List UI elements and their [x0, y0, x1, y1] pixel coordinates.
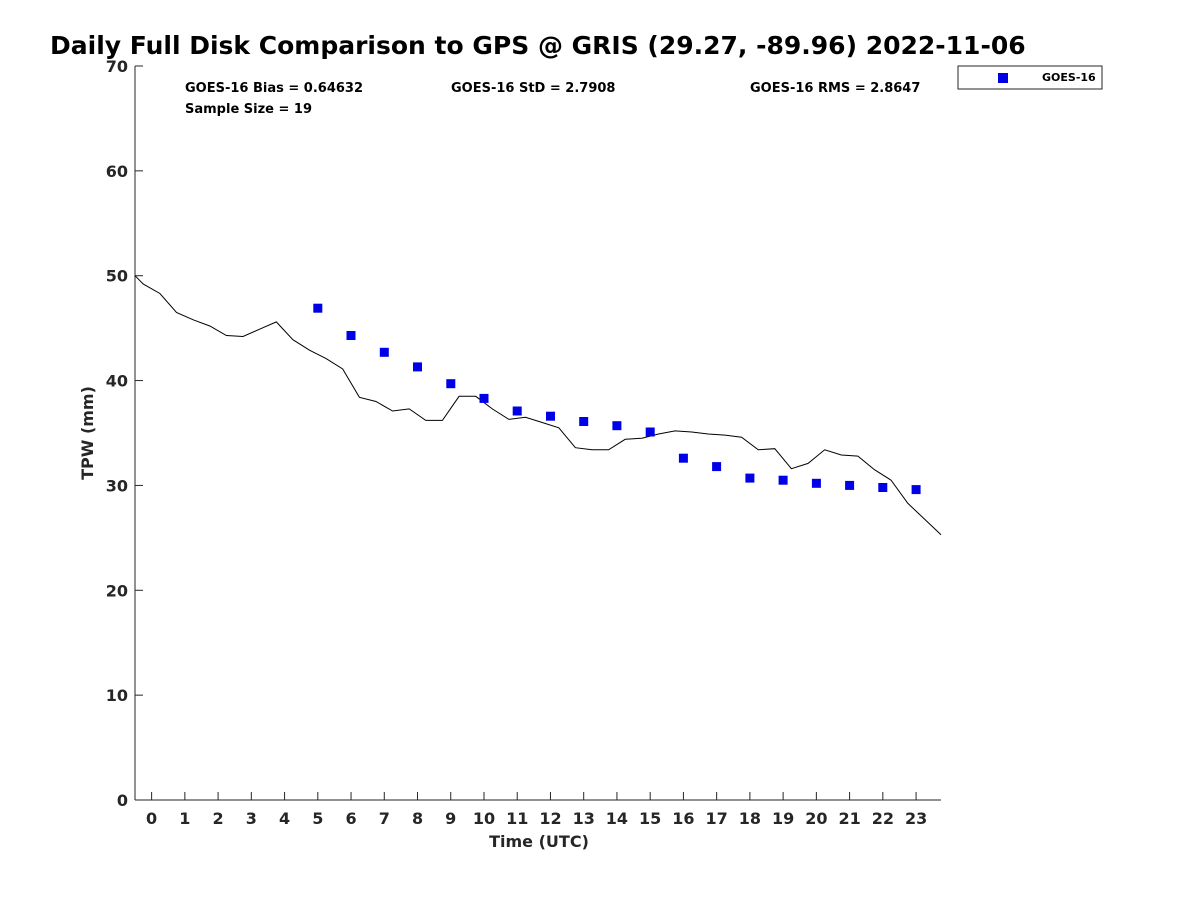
x-tick-label: 15: [639, 809, 661, 828]
goes16-point: [845, 480, 855, 490]
x-tick-label: 14: [606, 809, 628, 828]
std-stat: GOES-16 StD = 2.7908: [451, 81, 615, 96]
y-tick-label: 50: [106, 267, 128, 286]
chart-title: Daily Full Disk Comparison to GPS @ GRIS…: [50, 31, 1026, 60]
y-tick-label: 10: [106, 686, 128, 705]
x-tick-label: 1: [179, 809, 190, 828]
goes16-point: [712, 462, 722, 472]
legend-label-goes16: GOES-16: [1042, 71, 1096, 84]
goes16-point: [546, 411, 555, 421]
x-tick-label: 13: [573, 809, 595, 828]
legend: GOES-16: [957, 65, 1103, 90]
x-axis-ticks: 0 1 2 3 4 5 6 7 8 9 10 11 12 13 14 15 16 17 18 19 20 21 22 23: [146, 792, 927, 828]
goes16-point: [811, 478, 821, 488]
y-tick-label: 20: [106, 581, 128, 600]
x-tick-label: 11: [506, 809, 528, 828]
x-tick-label: 7: [379, 809, 390, 828]
x-tick-label: 21: [838, 809, 860, 828]
x-tick-label: 22: [872, 809, 894, 828]
y-axis-ticks: 0 10 20 30 40 50 60 70: [106, 57, 143, 810]
x-tick-label: 18: [739, 809, 761, 828]
goes16-point: [778, 475, 788, 485]
goes16-point: [512, 406, 522, 416]
series-layer: [134, 275, 942, 536]
rms-stat: GOES-16 RMS = 2.8647: [750, 81, 920, 96]
goes16-point: [745, 473, 755, 483]
x-tick-label: 8: [412, 809, 423, 828]
x-tick-label: 4: [279, 809, 290, 828]
x-tick-label: 20: [805, 809, 827, 828]
x-tick-label: 3: [246, 809, 257, 828]
x-tick-label: 6: [345, 809, 356, 828]
x-tick-label: 19: [772, 809, 794, 828]
x-tick-label: 23: [905, 809, 927, 828]
x-tick-label: 16: [672, 809, 694, 828]
y-axis-label: TPW (mm): [78, 386, 97, 480]
goes16-point: [678, 453, 688, 463]
sample-size-stat: Sample Size = 19: [185, 102, 312, 117]
goes16-point: [346, 331, 356, 340]
x-tick-label: 10: [473, 809, 495, 828]
gps-line: [134, 275, 942, 536]
goes16-point: [579, 417, 589, 426]
y-tick-label: 70: [106, 57, 128, 76]
goes16-point: [479, 393, 489, 403]
x-tick-label: 12: [539, 809, 561, 828]
x-tick-label: 2: [213, 809, 224, 828]
goes16-point: [878, 483, 888, 492]
x-tick-label: 5: [312, 809, 323, 828]
legend-marker-goes16: [998, 73, 1008, 83]
goes16-point: [911, 485, 921, 495]
goes16-point: [645, 427, 655, 437]
y-tick-label: 30: [106, 476, 128, 495]
goes16-point: [379, 347, 389, 357]
goes16-point: [612, 421, 622, 431]
stats-annotations: GOES-16 Bias = 0.64632 GOES-16 StD = 2.7…: [185, 81, 920, 117]
y-tick-label: 0: [117, 791, 128, 810]
y-tick-label: 60: [106, 162, 128, 181]
x-axis-label: Time (UTC): [489, 832, 589, 851]
plot-background: [135, 66, 941, 800]
plot-area: [134, 66, 941, 801]
bias-stat: GOES-16 Bias = 0.64632: [185, 81, 363, 96]
x-tick-label: 0: [146, 809, 157, 828]
goes16-point: [313, 303, 323, 313]
goes16-point: [413, 362, 422, 372]
y-tick-label: 40: [106, 372, 128, 391]
goes16-point: [446, 379, 456, 389]
legend-box: [957, 65, 1103, 90]
x-tick-label: 9: [445, 809, 456, 828]
x-tick-label: 17: [706, 809, 728, 828]
